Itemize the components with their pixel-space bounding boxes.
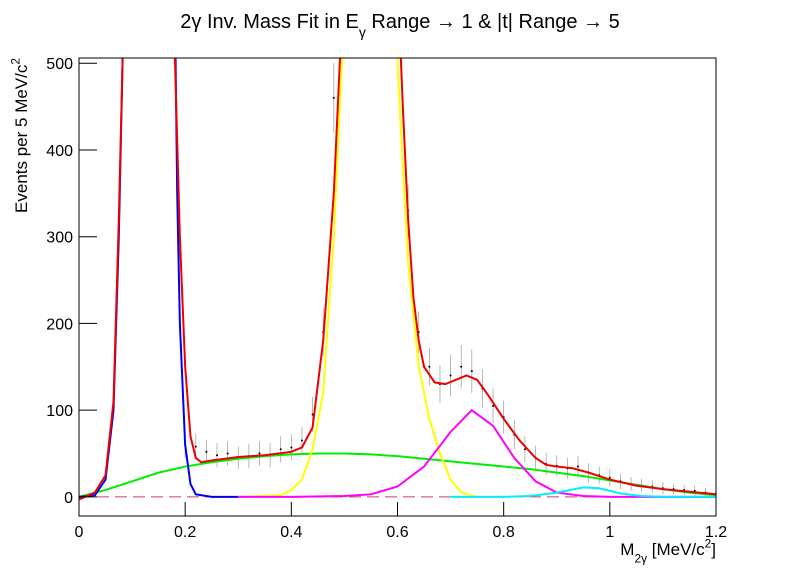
data-point xyxy=(279,448,282,451)
y-tick-label: 300 xyxy=(46,230,73,247)
label-run: [MeV/c xyxy=(647,540,705,559)
fit-curve xyxy=(238,408,716,498)
plot-area xyxy=(79,58,716,501)
label-run: γ xyxy=(359,24,366,40)
fit-curve xyxy=(450,486,716,498)
data-point xyxy=(258,452,261,455)
x-tick-label: 1.2 xyxy=(705,524,727,541)
y-axis-label: Events per 5 MeV/c2 xyxy=(8,58,31,213)
label-run: M xyxy=(620,540,634,559)
data-point xyxy=(576,465,579,468)
x-tick-label: 0.6 xyxy=(386,524,408,541)
label-run: 2 xyxy=(8,58,22,65)
x-axis-label: M2γ [MeV/c2] xyxy=(620,536,716,565)
chart-title: 2γ Inv. Mass Fit in Eγ Range → 1 & |t| R… xyxy=(180,11,619,40)
data-point xyxy=(460,365,463,368)
x-tick-label: 0.2 xyxy=(174,524,196,541)
data-point xyxy=(300,439,303,442)
data-point xyxy=(608,476,611,479)
data-point xyxy=(226,452,229,455)
data-point xyxy=(194,445,197,448)
label-run: Range → 1 & |t| Range → 5 xyxy=(366,11,620,33)
data-point xyxy=(470,370,473,373)
fit-curve xyxy=(79,58,716,501)
data-point xyxy=(332,96,335,99)
data-point xyxy=(492,404,495,407)
data-point xyxy=(216,454,219,457)
y-tick-label: 200 xyxy=(46,316,73,333)
fit-curve xyxy=(238,58,478,498)
label-run: 2γ xyxy=(634,552,647,566)
data-point xyxy=(449,374,452,377)
x-tick-label: 0 xyxy=(75,524,84,541)
x-tick-label: 0.8 xyxy=(493,524,515,541)
x-tick-label: 0.4 xyxy=(280,524,302,541)
data-point xyxy=(428,365,431,368)
label-run: 2γ Inv. Mass Fit in E xyxy=(180,11,359,33)
y-tick-label: 500 xyxy=(46,56,73,73)
label-run: 2 xyxy=(705,536,712,550)
y-tick-label: 400 xyxy=(46,143,73,160)
label-run: ] xyxy=(711,540,716,559)
data-point xyxy=(523,448,526,451)
x-tick-label: 1 xyxy=(605,524,614,541)
label-run: Events per 5 MeV/c xyxy=(12,64,31,213)
y-tick-label: 0 xyxy=(64,490,73,507)
data-point xyxy=(290,446,293,449)
data-point xyxy=(311,413,314,416)
y-tick-label: 100 xyxy=(46,403,73,420)
data-point xyxy=(205,450,208,453)
